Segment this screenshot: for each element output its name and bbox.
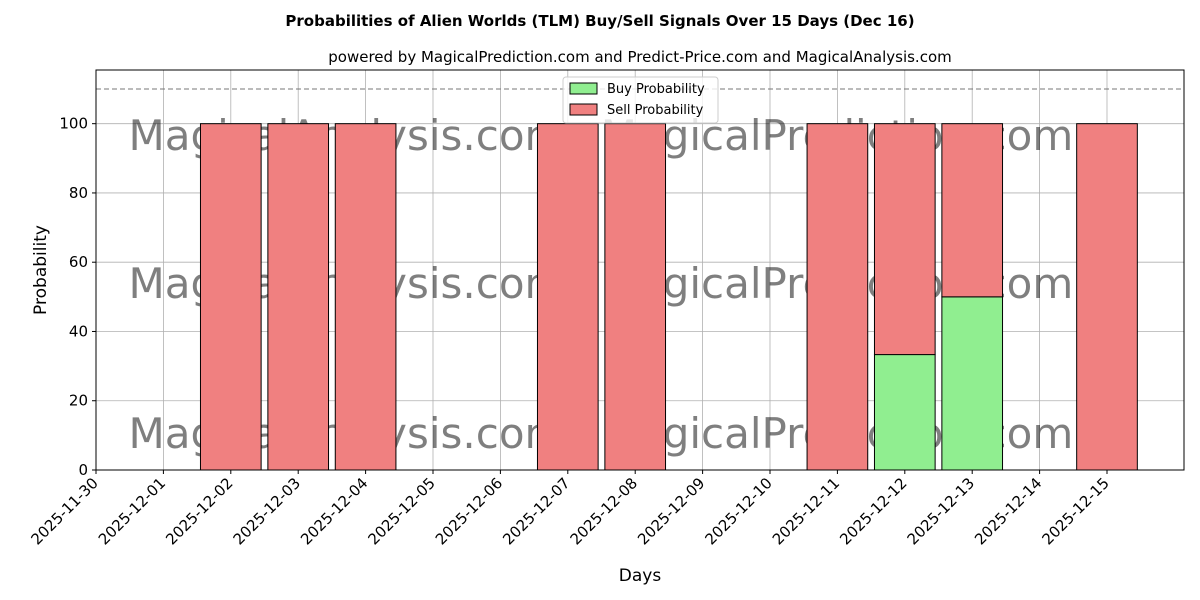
plot-frame <box>95 69 1185 471</box>
x-tick-label: 2025-12-09 <box>634 474 708 548</box>
legend-label-buy: Buy Probability <box>607 82 705 97</box>
x-tick-label: 2025-12-04 <box>297 474 371 548</box>
y-tick-label: 100 <box>59 115 88 133</box>
x-tick-label: 2025-12-12 <box>836 474 910 548</box>
bars <box>199 123 1138 471</box>
legend-swatch-sell <box>569 103 598 116</box>
x-tick-label: 2025-12-15 <box>1038 474 1112 548</box>
x-axis-label: Days <box>619 566 662 586</box>
y-axis-label: Probability <box>31 225 51 315</box>
legend-box <box>562 76 719 124</box>
x-tick-label: 2025-12-10 <box>701 474 775 548</box>
sell-bar <box>604 123 667 471</box>
sell-bar <box>334 123 397 471</box>
legend-swatch-buy <box>569 82 598 95</box>
x-tick-label: 2025-12-08 <box>567 474 641 548</box>
x-tick-label: 2025-12-03 <box>230 474 304 548</box>
sell-bar <box>873 123 936 356</box>
buy-bar <box>941 296 1004 471</box>
sell-bar <box>267 123 330 471</box>
x-tick-label: 2025-12-05 <box>364 474 438 548</box>
x-tick-label: 2025-12-11 <box>769 474 843 548</box>
x-tick-label: 2025-12-06 <box>432 474 506 548</box>
sell-bar <box>199 123 262 471</box>
sell-bar <box>941 123 1004 298</box>
x-tick-label: 2025-12-14 <box>971 474 1045 548</box>
x-tick-label: 2025-12-01 <box>95 474 169 548</box>
x-tick-label: 2025-12-02 <box>162 474 236 548</box>
legend-label-sell: Sell Probability <box>607 103 704 118</box>
legend: Buy Probability Sell Probability <box>562 76 719 124</box>
buy-bar <box>873 354 936 471</box>
chart-title: Probabilities of Alien Worlds (TLM) Buy/… <box>285 12 914 30</box>
chart-subtitle: powered by MagicalPrediction.com and Pre… <box>328 48 952 66</box>
x-tick-label: 2025-12-07 <box>499 474 573 548</box>
x-tick-label: 2025-11-30 <box>27 474 101 548</box>
x-tick-label: 2025-12-13 <box>904 474 978 548</box>
sell-bar <box>536 123 599 471</box>
y-tick-label: 80 <box>69 184 88 202</box>
y-tick-label: 40 <box>69 322 88 340</box>
sell-bar <box>806 123 869 471</box>
y-tick-label: 60 <box>69 253 88 271</box>
y-tick-label: 0 <box>78 461 88 479</box>
sell-bar <box>1076 123 1138 471</box>
y-tick-label: 20 <box>69 392 88 410</box>
